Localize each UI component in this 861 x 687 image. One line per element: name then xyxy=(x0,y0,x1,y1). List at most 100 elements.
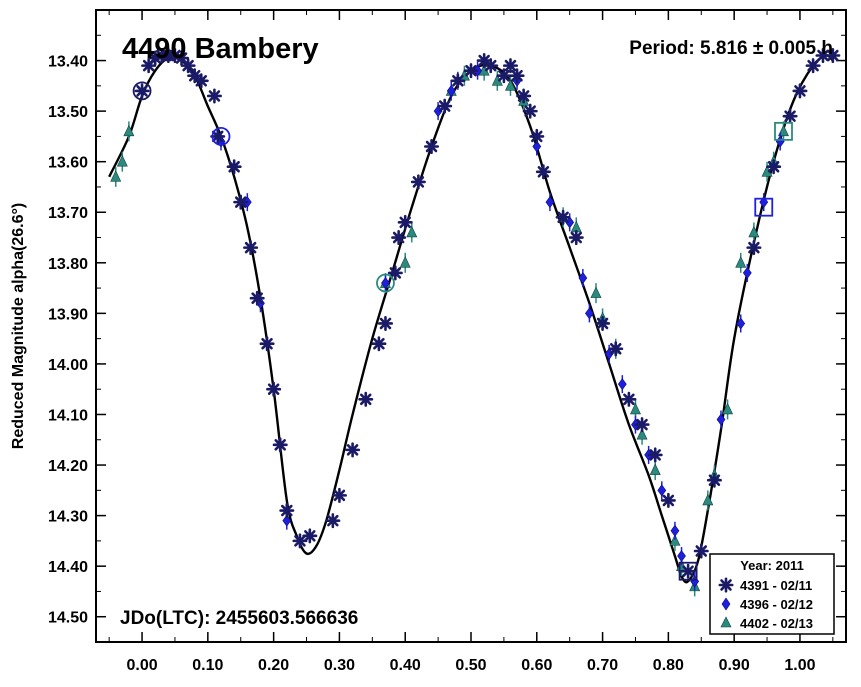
data-points xyxy=(110,48,841,597)
data-point-triangle xyxy=(123,121,135,142)
data-point-triangle xyxy=(649,460,661,481)
data-point-asterisk xyxy=(680,563,696,579)
y-tick-label: 14.50 xyxy=(48,610,88,627)
data-point-triangle xyxy=(399,252,411,273)
x-tick-label: 0.40 xyxy=(390,657,421,674)
legend-marker-triangle xyxy=(720,616,732,628)
data-point-diamond xyxy=(446,81,456,100)
data-point-asterisk xyxy=(325,513,341,529)
data-point-asterisk xyxy=(134,83,150,99)
jd-label: JDo(LTC): 2455603.566636 xyxy=(120,608,358,629)
legend-entry-0: 4391 - 02/11 xyxy=(740,578,812,593)
data-point-asterisk xyxy=(805,58,821,74)
data-point-asterisk xyxy=(358,391,374,407)
y-tick-label: 14.30 xyxy=(48,509,88,526)
data-point-asterisk xyxy=(424,139,440,155)
data-point-diamond xyxy=(545,193,555,212)
x-tick-label: 0.00 xyxy=(126,657,157,674)
highlight-circle xyxy=(211,126,231,146)
data-point-asterisk xyxy=(249,290,265,306)
data-point-asterisk xyxy=(706,472,722,488)
data-point-asterisk xyxy=(450,73,466,89)
data-point-asterisk xyxy=(595,315,611,331)
data-point-asterisk xyxy=(371,336,387,352)
legend: Year: 2011 4391 - 02/11 4396 - 02/12 440… xyxy=(709,553,835,635)
legend-entry-1: 4396 - 02/12 xyxy=(740,597,813,612)
chart-title: 4490 Bambery xyxy=(122,33,319,65)
data-point-asterisk xyxy=(509,68,525,84)
data-point-asterisk xyxy=(535,164,551,180)
y-tick-label: 13.50 xyxy=(48,104,88,121)
data-point-asterisk xyxy=(782,108,798,124)
y-tick-label: 13.90 xyxy=(48,306,88,323)
data-point-asterisk xyxy=(193,73,209,89)
data-point-asterisk xyxy=(608,341,624,357)
data-point-diamond xyxy=(670,521,680,540)
data-point-asterisk xyxy=(522,103,538,119)
data-point-triangle xyxy=(110,166,122,187)
x-tick-label: 0.30 xyxy=(324,657,355,674)
data-point-asterisk xyxy=(502,58,518,74)
data-point-asterisk xyxy=(496,68,512,84)
data-point-asterisk xyxy=(243,240,259,256)
data-point-asterisk xyxy=(463,63,479,79)
highlight-circle xyxy=(376,273,395,293)
x-tick-label: 0.80 xyxy=(653,657,684,674)
data-point-asterisk xyxy=(302,528,318,544)
data-point-diamond xyxy=(585,304,594,323)
y-axis-label: Reduced Magnitude alpha(26.6°) xyxy=(10,203,27,449)
x-tick-label: 0.50 xyxy=(455,657,486,674)
data-point-asterisk xyxy=(437,98,453,114)
data-point-asterisk xyxy=(210,128,226,144)
legend-entry-2: 4402 - 02/13 xyxy=(740,616,813,631)
data-point-asterisk xyxy=(391,230,407,246)
data-point-asterisk xyxy=(141,58,157,74)
data-point-asterisk xyxy=(279,503,295,519)
data-point-diamond xyxy=(578,268,588,287)
data-point-asterisk xyxy=(226,159,242,175)
data-point-asterisk xyxy=(233,194,249,210)
data-point-asterisk xyxy=(266,381,282,397)
data-point-asterisk xyxy=(345,442,361,458)
data-point-triangle xyxy=(778,121,789,142)
data-point-triangle xyxy=(702,490,714,511)
data-point-asterisk xyxy=(410,174,426,190)
y-axis-ticks: 13.40 13.50 13.60 13.70 13.80 13.90 14.00 14.10… xyxy=(48,34,846,627)
legend-title: Year: 2011 xyxy=(740,558,804,573)
data-point-asterisk xyxy=(555,209,571,225)
y-tick-label: 13.40 xyxy=(48,54,88,71)
highlight-square xyxy=(774,121,793,141)
y-tick-label: 14.10 xyxy=(48,407,88,424)
data-point-asterisk xyxy=(746,240,762,256)
data-point-asterisk xyxy=(529,128,545,144)
data-point-asterisk xyxy=(483,58,499,74)
data-point-triangle xyxy=(722,399,734,420)
data-point-asterisk xyxy=(634,417,650,433)
data-point-asterisk xyxy=(272,437,288,453)
data-point-diamond xyxy=(742,263,752,282)
data-point-asterisk xyxy=(693,543,709,559)
data-point-asterisk xyxy=(516,88,532,104)
legend-asterisk xyxy=(718,577,734,593)
data-point-asterisk xyxy=(206,88,222,104)
data-point-asterisk xyxy=(792,83,808,99)
highlight-circle xyxy=(132,81,152,101)
data-point-asterisk xyxy=(331,487,347,503)
data-point-asterisk xyxy=(377,315,393,331)
data-point-asterisk xyxy=(292,533,308,549)
data-point-asterisk xyxy=(397,214,413,230)
x-tick-label: 1.00 xyxy=(784,657,815,674)
data-point-triangle xyxy=(116,151,128,172)
y-tick-label: 14.40 xyxy=(48,559,88,576)
period-label: Period: 5.816 ± 0.005 h xyxy=(629,38,833,59)
data-point-asterisk xyxy=(825,48,841,64)
data-point-triangle xyxy=(406,222,418,243)
data-point-asterisk xyxy=(621,391,637,407)
data-point-asterisk xyxy=(660,492,676,508)
data-point-asterisk xyxy=(766,159,782,175)
x-tick-label: 0.20 xyxy=(258,657,289,674)
x-tick-label: 0.10 xyxy=(192,657,223,674)
data-point-asterisk xyxy=(568,230,584,246)
